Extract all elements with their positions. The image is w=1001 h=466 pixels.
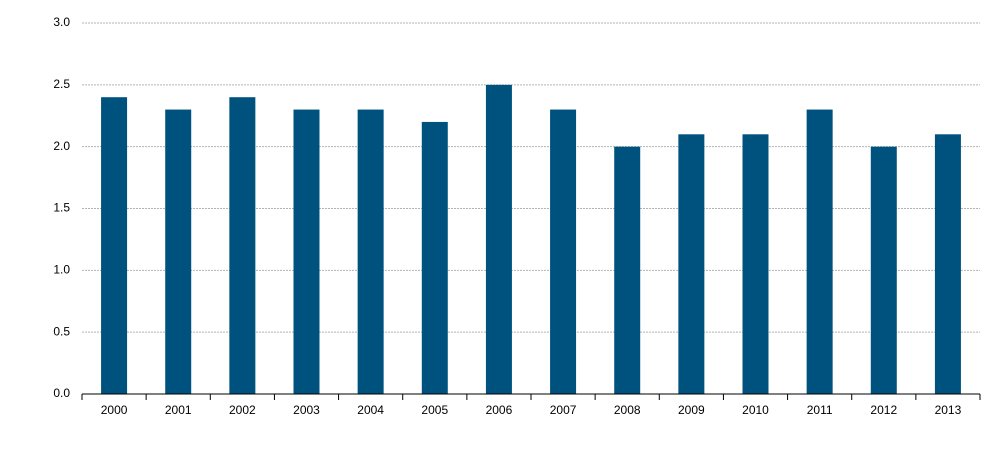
bar bbox=[421, 121, 448, 394]
bar bbox=[806, 109, 833, 395]
bar bbox=[934, 134, 961, 395]
bar bbox=[870, 146, 897, 394]
bar bbox=[678, 134, 705, 395]
x-tick-label: 2012 bbox=[870, 403, 897, 417]
x-tick-label: 2010 bbox=[742, 403, 769, 417]
x-tick-label: 2001 bbox=[165, 403, 192, 417]
bar bbox=[550, 109, 577, 395]
bar bbox=[293, 109, 320, 395]
x-tick-label: 2003 bbox=[293, 403, 320, 417]
x-tick-label: 2013 bbox=[935, 403, 962, 417]
x-tick-label: 2002 bbox=[229, 403, 256, 417]
y-tick-label: 2.0 bbox=[53, 139, 70, 153]
y-tick-label: 1.5 bbox=[53, 201, 70, 215]
x-tick-label: 2007 bbox=[550, 403, 577, 417]
x-tick-label: 2005 bbox=[421, 403, 448, 417]
bar bbox=[357, 109, 384, 395]
bar bbox=[101, 97, 128, 394]
x-tick-label: 2006 bbox=[486, 403, 513, 417]
y-tick-label: 0.5 bbox=[53, 324, 70, 338]
bar bbox=[165, 109, 192, 395]
y-tick-label: 0.0 bbox=[53, 386, 70, 400]
x-tick-label: 2011 bbox=[807, 403, 833, 417]
y-tick-label: 3.0 bbox=[53, 15, 70, 29]
bar bbox=[485, 84, 512, 394]
bar bbox=[742, 134, 769, 395]
bar bbox=[229, 97, 256, 394]
x-tick-label: 2008 bbox=[614, 403, 641, 417]
y-tick-label: 2.5 bbox=[53, 77, 70, 91]
bar bbox=[614, 146, 641, 394]
x-tick-label: 2000 bbox=[101, 403, 128, 417]
x-tick-label: 2004 bbox=[357, 403, 384, 417]
y-tick-label: 1.0 bbox=[53, 263, 70, 277]
x-tick-label: 2009 bbox=[678, 403, 705, 417]
